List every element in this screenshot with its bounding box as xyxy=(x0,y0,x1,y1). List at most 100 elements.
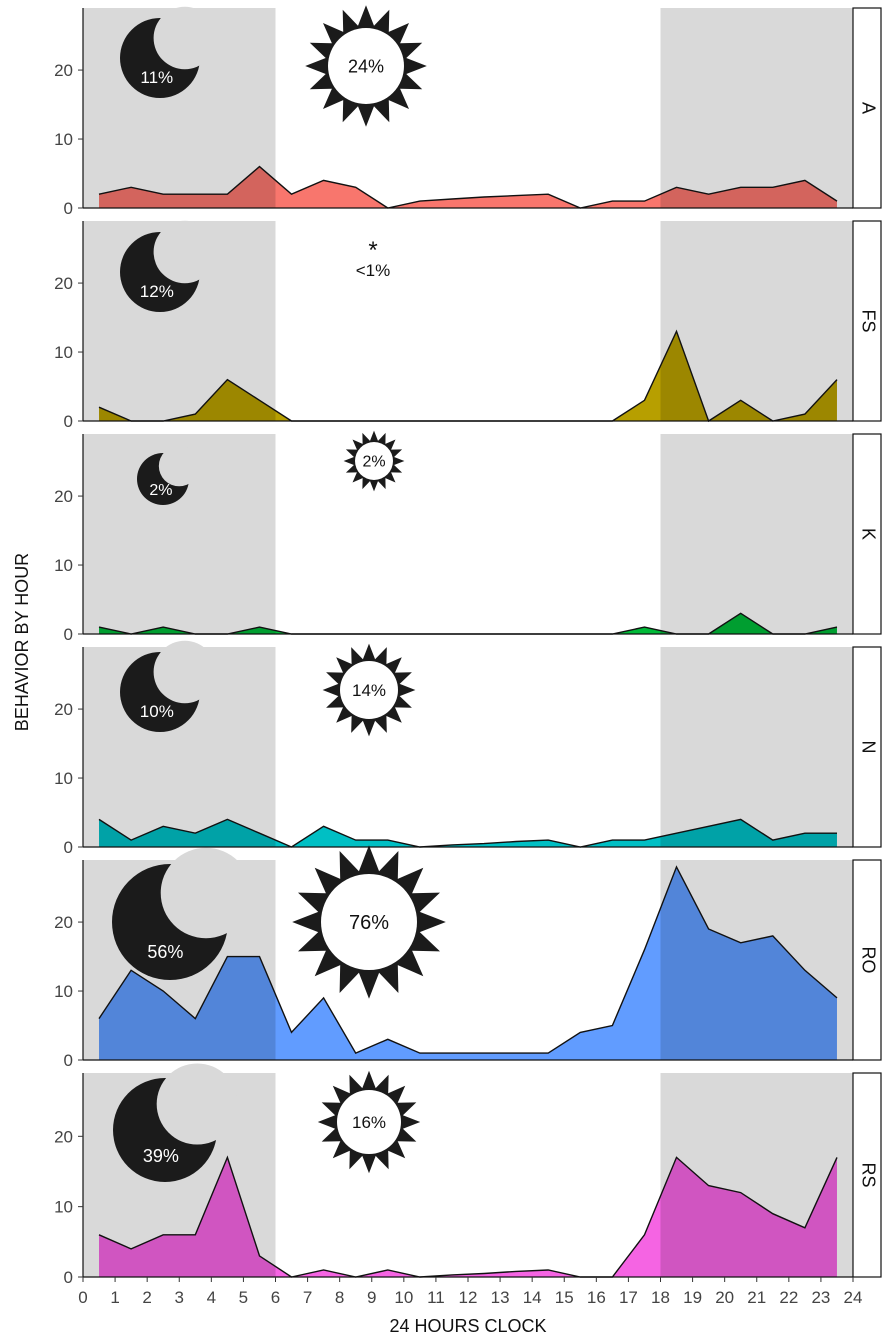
moon-icon: 39% xyxy=(113,1063,238,1182)
area-outline xyxy=(98,165,838,209)
strip-label-k: K xyxy=(858,528,878,540)
sun-disc xyxy=(321,874,417,970)
x-tick-label: 22 xyxy=(779,1288,798,1307)
x-tick-label: 3 xyxy=(175,1288,184,1307)
x-tick-label: 21 xyxy=(747,1288,766,1307)
panel-k: 0 10 20 K 2% 2% xyxy=(54,430,882,644)
area-outline xyxy=(98,818,837,848)
sun-pct-label: 14% xyxy=(352,681,386,700)
y-tick-label: 10 xyxy=(54,1198,73,1217)
y-tick-label: 10 xyxy=(54,556,73,575)
panel-fs: 0 10 20 FS 12% *<1% xyxy=(54,220,882,431)
moon-pct-label: 56% xyxy=(147,942,183,962)
x-tick-label: 9 xyxy=(367,1288,376,1307)
y-tick-label: 20 xyxy=(54,700,73,719)
strip-box xyxy=(852,7,882,209)
y-tick-label: 0 xyxy=(64,1268,73,1287)
x-tick-label: 14 xyxy=(523,1288,542,1307)
moon-icon: 2% xyxy=(137,445,200,505)
y-tick-label: 20 xyxy=(54,913,73,932)
strip-box xyxy=(852,859,882,1061)
strip-label-rs: RS xyxy=(858,1162,878,1187)
sun-icon: 14% xyxy=(322,643,416,737)
moon-cutout xyxy=(153,220,216,284)
sun-pct-label: 76% xyxy=(349,912,389,934)
y-tick-label: 0 xyxy=(64,412,73,431)
panel-n: 0 10 20 N 10% 14% xyxy=(54,640,882,857)
moon-pct-label: 2% xyxy=(149,482,172,499)
moon-cutout xyxy=(156,1063,238,1145)
x-tick-label: 23 xyxy=(811,1288,830,1307)
day-marker: * xyxy=(368,237,377,264)
x-tick-label: 17 xyxy=(619,1288,638,1307)
x-tick-label: 19 xyxy=(683,1288,702,1307)
moon-cutout xyxy=(160,847,252,939)
area-day xyxy=(275,1196,661,1277)
y-tick-label: 0 xyxy=(64,199,73,218)
y-axis-title: BEHAVIOR BY HOUR xyxy=(12,553,32,731)
x-tick-label: 11 xyxy=(427,1288,445,1307)
y-tick-label: 20 xyxy=(54,274,73,293)
strip-box xyxy=(852,433,882,635)
night-shade-1 xyxy=(660,434,853,634)
night-shade-1 xyxy=(660,8,853,208)
x-tick-label: 6 xyxy=(271,1288,280,1307)
x-tick-label: 4 xyxy=(207,1288,216,1307)
y-tick-label: 20 xyxy=(54,1127,73,1146)
x-tick-label: 5 xyxy=(239,1288,248,1307)
x-tick-label: 10 xyxy=(394,1288,413,1307)
y-tick-label: 0 xyxy=(64,838,73,857)
panel-a: 0 10 20 A 11% 24% xyxy=(54,5,882,218)
strip-label-ro: RO xyxy=(858,947,878,974)
sun-pct-label: 16% xyxy=(352,1113,386,1132)
strip-box xyxy=(852,1072,882,1278)
sun-disc xyxy=(355,442,393,480)
sun-icon: 16% xyxy=(317,1070,421,1174)
day-pct-label: <1% xyxy=(356,261,391,280)
x-tick-label: 13 xyxy=(491,1288,510,1307)
sun-disc xyxy=(328,28,404,104)
x-tick-label: 1 xyxy=(110,1288,119,1307)
moon-icon: 12% xyxy=(120,220,216,312)
moon-cutout xyxy=(153,6,216,70)
y-tick-label: 20 xyxy=(54,487,73,506)
area-day xyxy=(275,908,661,1060)
sun-icon: 76% xyxy=(292,845,446,999)
night-shade-1 xyxy=(660,647,853,847)
area-day xyxy=(275,826,661,847)
x-tick-label: 7 xyxy=(303,1288,312,1307)
x-tick-label: 8 xyxy=(335,1288,344,1307)
strip-label-fs: FS xyxy=(858,309,878,332)
panels-group: 0 10 20 A 11% 24% 0 10 20 FS 12% *<1% 0 10 20 K 2% 2% 0 10 2… xyxy=(54,5,882,1287)
sun-icon: 2% xyxy=(343,430,405,492)
moon-icon: 11% xyxy=(120,6,216,98)
x-tick-label: 15 xyxy=(555,1288,574,1307)
y-tick-label: 10 xyxy=(54,343,73,362)
x-tick-label: 0 xyxy=(78,1288,87,1307)
sun-disc xyxy=(337,1090,401,1154)
area-day xyxy=(275,627,661,634)
x-tick-label: 18 xyxy=(651,1288,670,1307)
moon-pct-label: 10% xyxy=(140,702,174,721)
x-axis-title: 24 HOURS CLOCK xyxy=(389,1316,546,1336)
y-tick-label: 10 xyxy=(54,769,73,788)
x-tick-label: 2 xyxy=(142,1288,151,1307)
moon-cutout xyxy=(158,445,200,487)
x-tick-label: 24 xyxy=(844,1288,863,1307)
sun-pct-label: 24% xyxy=(348,56,384,76)
moon-pct-label: 12% xyxy=(140,282,174,301)
panel-ro: 0 10 20 RO 56% 76% xyxy=(54,845,882,1070)
y-tick-label: 0 xyxy=(64,1051,73,1070)
y-tick-label: 10 xyxy=(54,982,73,1001)
area-outline xyxy=(98,865,838,1054)
y-tick-label: 0 xyxy=(64,625,73,644)
x-tick-label: 12 xyxy=(459,1288,478,1307)
sun-icon: 24% xyxy=(305,5,427,127)
strip-label-a: A xyxy=(858,102,878,114)
y-tick-label: 20 xyxy=(54,61,73,80)
area-outline xyxy=(98,1155,838,1278)
x-axis: 0 1 2 3 4 5 6 7 8 9 10 11 12 13 14 15 16 17 18 19 20 21 22 23 24 xyxy=(78,207,863,1307)
strip-box xyxy=(852,646,882,848)
moon-pct-label: 11% xyxy=(140,68,173,87)
